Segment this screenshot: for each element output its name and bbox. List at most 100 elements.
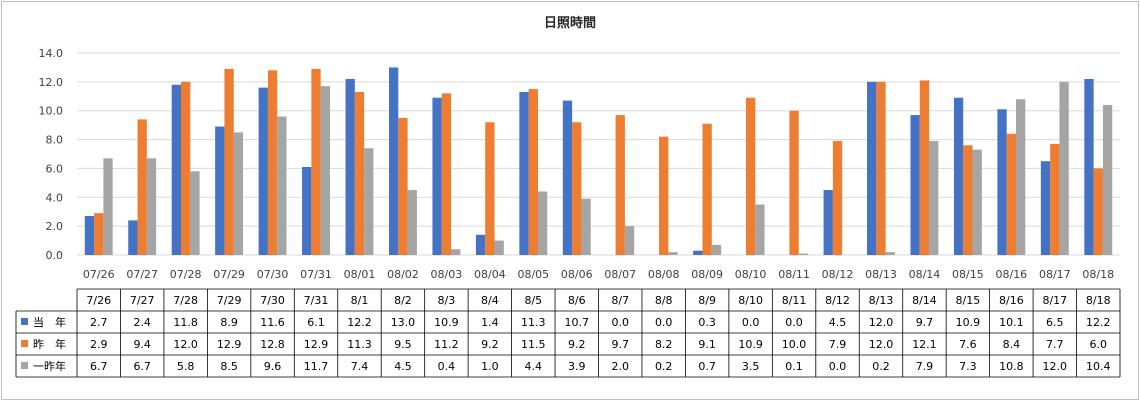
bar (398, 117, 408, 256)
bar (1016, 99, 1026, 255)
bar (572, 122, 582, 255)
bar (146, 158, 157, 255)
table-value-cell: 6.0 (1090, 338, 1108, 351)
table-header-cell: 8/1 (351, 294, 369, 307)
table-header-cell: 8/17 (1042, 294, 1067, 307)
table-header-cell: 7/29 (217, 294, 242, 307)
bar (953, 97, 964, 255)
x-tick-label: 08/02 (387, 268, 419, 281)
bar (1084, 78, 1094, 255)
x-tick-label: 08/05 (517, 268, 549, 281)
table-value-cell: 10.9 (738, 338, 763, 351)
table-value-cell: 0.0 (785, 316, 803, 329)
bar (745, 97, 756, 255)
table-header-cell: 7/30 (260, 294, 285, 307)
table-value-cell: 11.5 (521, 338, 546, 351)
bar (798, 253, 809, 255)
table-header-cell: 8/14 (912, 294, 937, 307)
legend-key (21, 318, 28, 325)
bar (832, 141, 843, 255)
bar (1040, 161, 1051, 255)
bar (494, 240, 504, 255)
table-value-cell: 2.4 (133, 316, 151, 329)
bar (258, 87, 268, 255)
bar (693, 250, 703, 255)
table-value-cell: 0.2 (872, 360, 890, 373)
table-value-cell: 10.1 (999, 316, 1024, 329)
bar (277, 116, 287, 256)
bar (171, 84, 181, 256)
bar (267, 70, 278, 255)
x-tick-label: 08/06 (561, 268, 593, 281)
bar (537, 191, 548, 255)
table-header-cell: 8/13 (869, 294, 894, 307)
bar (364, 148, 374, 255)
table-value-cell: 7.3 (959, 360, 977, 373)
y-tick-label: 14.0 (39, 47, 64, 60)
table-header-cell: 8/7 (611, 294, 629, 307)
table-value-cell: 11.3 (347, 338, 372, 351)
bar (615, 115, 625, 255)
table-header-cell: 8/4 (481, 294, 499, 307)
bar (755, 204, 765, 255)
table-header-cell: 8/12 (825, 294, 850, 307)
bars (84, 67, 1113, 256)
bar (181, 81, 191, 255)
bar (867, 81, 877, 255)
bar (485, 122, 495, 255)
table-value-cell: 6.5 (1046, 316, 1064, 329)
table-value-cell: 10.9 (434, 316, 459, 329)
table-header-cell: 8/6 (568, 294, 586, 307)
table-value-cell: 7.6 (959, 338, 977, 351)
table-value-cell: 9.1 (698, 338, 716, 351)
x-tick-label: 08/01 (344, 268, 376, 281)
bar (451, 249, 461, 255)
bar (432, 97, 442, 255)
table-value-cell: 6.7 (90, 360, 108, 373)
y-tick-label: 4.0 (46, 191, 64, 204)
bar (215, 126, 225, 255)
table-value-cell: 7.4 (351, 360, 369, 373)
bar (311, 68, 321, 256)
table-header-cell: 7/31 (304, 294, 329, 307)
bar (519, 91, 529, 256)
bar (1093, 168, 1103, 255)
x-tick-label: 07/31 (300, 268, 332, 281)
x-tick-label: 07/28 (170, 268, 202, 281)
table-value-cell: 0.0 (742, 316, 760, 329)
bar (103, 158, 113, 255)
x-tick-label: 07/30 (257, 268, 289, 281)
x-tick-label: 08/18 (1082, 268, 1114, 281)
table-value-cell: 6.7 (133, 360, 151, 373)
table-value-cell: 0.3 (698, 316, 716, 329)
bar (233, 132, 244, 255)
legend-key (21, 340, 28, 347)
table-value-cell: 12.9 (304, 338, 329, 351)
table-value-cell: 9.2 (568, 338, 586, 351)
table-header-cell: 8/5 (524, 294, 542, 307)
bar (562, 100, 573, 255)
table-header-cell: 7/27 (130, 294, 155, 307)
series-label: 当 年 (33, 315, 66, 329)
x-axis: 07/26 07/27 07/28 07/29 07/30 07/31 08/01 08/02… (83, 268, 1114, 281)
bar (659, 136, 669, 255)
table-value-cell: 4.5 (829, 316, 847, 329)
x-tick-label: 08/13 (865, 268, 897, 281)
table-value-cell: 10.9 (956, 316, 981, 329)
table-value-cell: 7.9 (829, 338, 847, 351)
table-value-cell: 8.2 (655, 338, 673, 351)
table-value-cell: 9.7 (611, 338, 629, 351)
bar (997, 109, 1007, 256)
bar (1006, 133, 1016, 255)
x-tick-label: 08/08 (648, 268, 680, 281)
bar (581, 198, 591, 255)
x-tick-label: 07/29 (213, 268, 245, 281)
legend-key (21, 362, 28, 369)
table-header-cell: 7/26 (86, 294, 111, 307)
bar (190, 171, 200, 255)
bar (929, 141, 939, 255)
table-header-cell: 8/15 (956, 294, 981, 307)
bar (137, 119, 147, 256)
bar (528, 89, 538, 255)
table-value-cell: 2.9 (90, 338, 108, 351)
